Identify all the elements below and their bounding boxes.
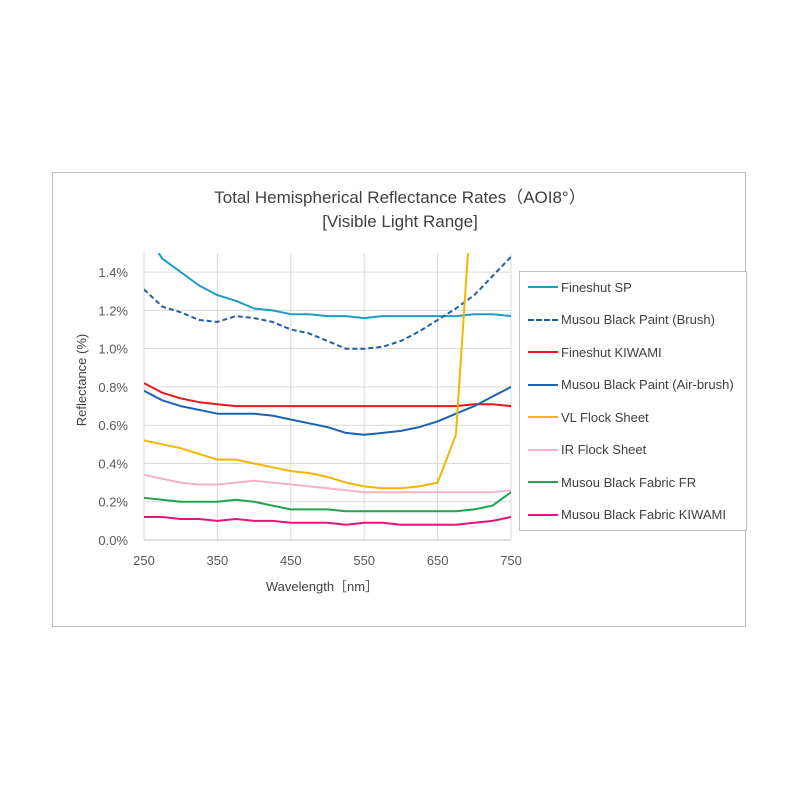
y-tick-label: 0.0% xyxy=(98,533,128,548)
legend-swatch xyxy=(528,383,558,386)
legend-item: IR Flock Sheet xyxy=(528,442,646,458)
series-line-3 xyxy=(144,386,511,436)
legend-item: Musou Black Fabric FR xyxy=(528,474,696,490)
legend-swatch xyxy=(528,351,558,353)
legend-label: Musou Black Paint (Brush) xyxy=(561,312,715,327)
series-line-6 xyxy=(144,491,511,513)
chart-title: Total Hemispherical Reflectance Rates（AO… xyxy=(214,188,586,207)
legend-item: Musou Black Fabric KIWAMI xyxy=(528,507,726,523)
legend-swatch xyxy=(528,416,558,418)
x-tick-label: 450 xyxy=(280,553,302,568)
series-line-0 xyxy=(157,253,511,320)
series-line-4 xyxy=(144,253,469,490)
y-tick-label: 1.0% xyxy=(98,342,128,357)
legend-label: Fineshut SP xyxy=(561,279,632,295)
legend-label: IR Flock Sheet xyxy=(561,442,647,457)
series-line-5 xyxy=(144,473,511,494)
legend-item: Musou Black Paint (Brush) xyxy=(528,312,715,328)
legend-item: Fineshut KIWAMI xyxy=(528,344,662,360)
legend-label: Musou Black Fabric KIWAMI xyxy=(561,507,726,522)
legend-label: Fineshut KIWAMI xyxy=(561,344,662,360)
y-tick-label: 1.2% xyxy=(98,303,128,318)
legend-label: VL Flock Sheet xyxy=(561,409,649,425)
legend-swatch xyxy=(528,513,558,516)
series-line-2 xyxy=(144,382,511,408)
legend-swatch xyxy=(528,318,558,321)
series-line-1 xyxy=(144,256,511,350)
y-tick-label: 0.8% xyxy=(98,380,128,395)
y-tick-label: 0.4% xyxy=(98,456,128,471)
legend-item: Fineshut SP xyxy=(528,279,632,295)
y-tick-label: 0.6% xyxy=(98,418,128,433)
x-tick-label: 550 xyxy=(353,553,375,568)
legend-item: VL Flock Sheet xyxy=(528,409,649,425)
legend-label: Musou Black Fabric FR xyxy=(561,474,697,490)
x-tick-label: 350 xyxy=(207,553,229,568)
x-tick-label: 250 xyxy=(133,553,155,568)
chart-subtitle: [Visible Light Range] xyxy=(322,212,478,231)
legend-swatch xyxy=(528,286,558,288)
y-tick-label: 0.2% xyxy=(98,495,128,510)
x-axis-label: Wavelength［nm］ xyxy=(266,579,378,594)
legend: Fineshut SP Musou Black Paint (Brush) Fine… xyxy=(519,271,747,531)
series-line-7 xyxy=(144,516,511,526)
legend-label: Musou Black Paint (Air-brush) xyxy=(561,377,734,392)
legend-swatch xyxy=(528,448,558,451)
legend-swatch xyxy=(528,481,558,483)
x-tick-label: 750 xyxy=(500,553,522,568)
y-tick-label: 1.4% xyxy=(98,265,128,280)
legend-item: Musou Black Paint (Air-brush) xyxy=(528,377,734,393)
x-tick-label: 650 xyxy=(427,553,449,568)
y-axis-label: Reflectance (%) xyxy=(74,334,89,426)
